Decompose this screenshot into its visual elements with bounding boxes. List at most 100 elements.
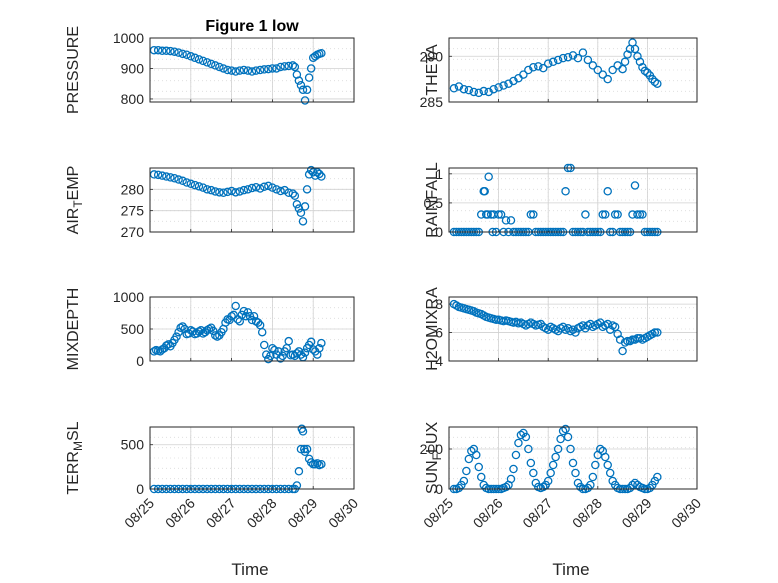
data-point bbox=[648, 74, 657, 84]
data-point bbox=[280, 62, 289, 71]
data-point bbox=[462, 466, 471, 476]
data-point bbox=[278, 351, 287, 361]
data-point bbox=[484, 172, 493, 181]
data-point bbox=[243, 66, 253, 75]
y-tick-label: 500 bbox=[121, 321, 145, 337]
data-point bbox=[600, 452, 610, 462]
ylabel-1: THETA bbox=[424, 44, 441, 96]
data-point bbox=[223, 187, 232, 197]
data-point bbox=[640, 66, 650, 76]
data-point bbox=[529, 63, 538, 72]
data-point bbox=[239, 306, 249, 316]
data-point bbox=[489, 84, 498, 94]
figure-title: Figure 1 low bbox=[205, 18, 299, 35]
data-point bbox=[551, 452, 560, 462]
data-point bbox=[496, 210, 506, 219]
data-point bbox=[643, 68, 652, 77]
data-point bbox=[543, 476, 553, 486]
data-point bbox=[516, 430, 526, 440]
data-point bbox=[300, 96, 310, 105]
data-point bbox=[170, 47, 179, 56]
data-point bbox=[153, 45, 163, 55]
data-point bbox=[529, 468, 538, 478]
data-point bbox=[556, 434, 565, 444]
data-point bbox=[596, 444, 605, 454]
data-point bbox=[313, 459, 322, 468]
data-point bbox=[610, 210, 620, 219]
data-point bbox=[276, 62, 285, 72]
data-point bbox=[605, 468, 615, 478]
data-point bbox=[474, 462, 484, 472]
data-point bbox=[178, 322, 187, 331]
data-point bbox=[588, 61, 598, 70]
data-point bbox=[290, 62, 300, 72]
data-point bbox=[190, 180, 200, 190]
data-point bbox=[583, 55, 593, 65]
data-point bbox=[166, 46, 175, 56]
data-point bbox=[235, 187, 245, 196]
y-tick-label: 1 bbox=[435, 166, 443, 182]
y-tick-label: 0.5 bbox=[424, 195, 444, 211]
data-point bbox=[255, 184, 265, 193]
y-tick-label: 0 bbox=[136, 481, 144, 497]
data-point bbox=[306, 337, 316, 347]
axes-frame bbox=[448, 426, 698, 490]
data-point bbox=[284, 61, 293, 71]
data-point bbox=[548, 57, 558, 67]
data-point bbox=[157, 171, 167, 180]
series-5 bbox=[449, 299, 662, 356]
data-point bbox=[511, 450, 521, 460]
data-point bbox=[231, 188, 240, 197]
data-point bbox=[630, 181, 640, 190]
y-tick-label: 0 bbox=[136, 353, 144, 369]
data-point bbox=[300, 447, 310, 457]
y-tick-label: 8 bbox=[435, 296, 443, 312]
data-point bbox=[239, 65, 249, 75]
data-point bbox=[206, 59, 216, 69]
y-tick-label: 800 bbox=[121, 91, 145, 107]
y-tick-label: 1000 bbox=[113, 30, 144, 46]
data-point bbox=[211, 187, 220, 196]
data-point bbox=[215, 188, 224, 197]
data-point bbox=[308, 345, 318, 354]
data-point bbox=[501, 482, 511, 492]
data-point bbox=[219, 188, 228, 197]
ylabel-6: TERRMSL bbox=[65, 421, 85, 494]
y-tick-label: 0 bbox=[435, 481, 443, 497]
data-point bbox=[315, 343, 324, 353]
data-point bbox=[521, 432, 531, 442]
data-point bbox=[298, 427, 308, 436]
data-point bbox=[178, 49, 187, 59]
data-point bbox=[239, 185, 249, 195]
data-point bbox=[501, 216, 511, 225]
data-point bbox=[219, 64, 228, 73]
data-point bbox=[638, 210, 647, 219]
data-point bbox=[514, 438, 523, 448]
data-point bbox=[618, 64, 627, 74]
data-point bbox=[553, 55, 563, 65]
data-point bbox=[243, 185, 253, 194]
data-point bbox=[563, 432, 573, 442]
data-point bbox=[566, 444, 575, 454]
series-2 bbox=[149, 165, 326, 226]
data-point bbox=[292, 200, 302, 209]
data-point bbox=[215, 62, 224, 72]
series-4 bbox=[149, 301, 326, 364]
data-point bbox=[251, 66, 261, 75]
data-point bbox=[571, 328, 580, 337]
data-point bbox=[600, 210, 610, 219]
data-point bbox=[588, 472, 598, 482]
data-point bbox=[208, 326, 218, 336]
data-point bbox=[610, 322, 620, 332]
data-point bbox=[300, 348, 310, 357]
data-point bbox=[459, 476, 469, 486]
data-point bbox=[231, 301, 240, 311]
data-point bbox=[304, 73, 314, 82]
data-point bbox=[558, 53, 568, 63]
data-point bbox=[178, 176, 187, 186]
data-point bbox=[198, 56, 208, 66]
data-point bbox=[553, 444, 563, 454]
data-point bbox=[270, 345, 279, 355]
